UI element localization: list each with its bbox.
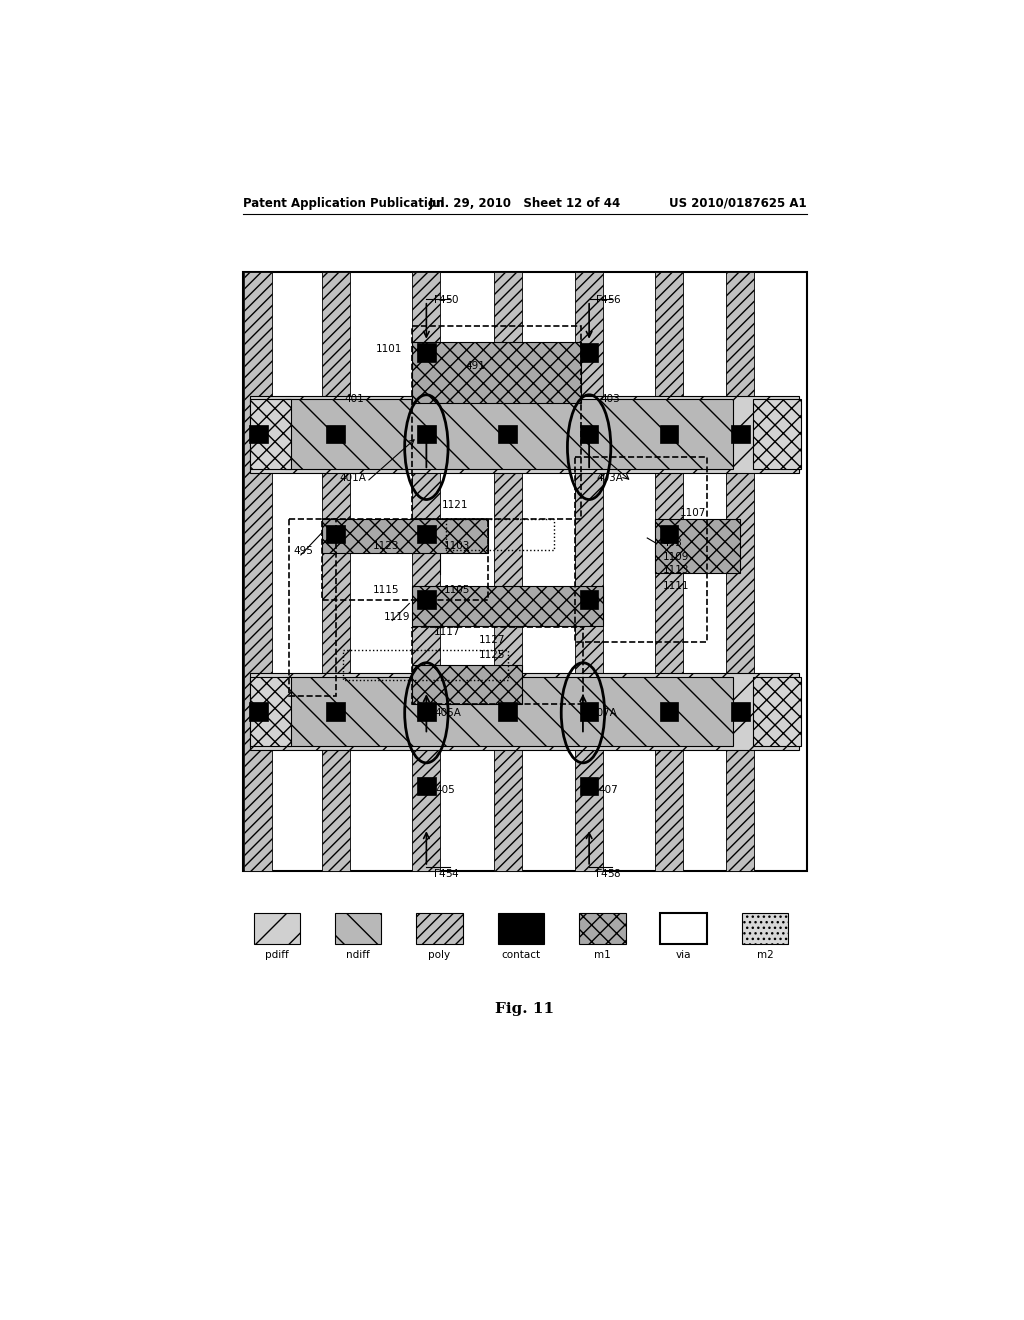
Bar — [417, 776, 435, 795]
Bar — [417, 590, 435, 609]
Bar — [575, 457, 707, 642]
Bar — [417, 343, 435, 362]
Text: m2: m2 — [757, 949, 773, 960]
Text: 1115: 1115 — [373, 585, 399, 594]
Text: 403A: 403A — [597, 473, 624, 483]
Bar — [580, 343, 598, 362]
Text: 405A: 405A — [434, 708, 461, 718]
Text: 401A: 401A — [340, 473, 367, 483]
Text: Fig. 11: Fig. 11 — [496, 1002, 554, 1016]
Bar — [251, 396, 799, 473]
Bar — [322, 272, 349, 871]
Text: 1107: 1107 — [680, 508, 707, 517]
Text: contact: contact — [502, 949, 541, 960]
Bar — [327, 525, 345, 544]
Bar — [327, 702, 345, 721]
Text: 1101: 1101 — [376, 345, 402, 354]
Bar — [254, 913, 300, 944]
Text: 1105: 1105 — [443, 585, 470, 594]
Bar — [243, 272, 807, 871]
Bar — [413, 272, 440, 871]
Text: $\Gamma$458: $\Gamma$458 — [595, 867, 623, 879]
Bar — [580, 590, 598, 609]
Bar — [413, 342, 582, 404]
Bar — [413, 326, 582, 519]
Text: 1121: 1121 — [442, 500, 468, 510]
Text: 1127: 1127 — [479, 635, 506, 644]
Bar — [249, 702, 267, 721]
Text: 1111: 1111 — [663, 581, 689, 591]
Bar — [660, 913, 707, 944]
Bar — [580, 702, 598, 721]
Bar — [753, 677, 801, 746]
Text: 1123: 1123 — [373, 541, 399, 550]
Bar — [322, 519, 488, 599]
Text: poly: poly — [428, 949, 451, 960]
Bar — [753, 400, 801, 469]
Bar — [659, 425, 678, 444]
Bar — [245, 272, 272, 871]
Bar — [575, 272, 603, 871]
Bar — [659, 702, 678, 721]
Text: 1113: 1113 — [663, 565, 689, 576]
Text: Jul. 29, 2010   Sheet 12 of 44: Jul. 29, 2010 Sheet 12 of 44 — [429, 197, 621, 210]
Text: 403: 403 — [600, 393, 620, 404]
Bar — [251, 400, 291, 469]
Text: $\Gamma$456: $\Gamma$456 — [595, 293, 623, 305]
Text: pdiff: pdiff — [265, 949, 289, 960]
Bar — [286, 400, 733, 469]
Bar — [741, 913, 788, 944]
Bar — [251, 677, 291, 746]
Bar — [249, 425, 267, 444]
Text: via: via — [676, 949, 691, 960]
Bar — [579, 913, 626, 944]
Text: 401: 401 — [345, 393, 365, 404]
Bar — [417, 525, 435, 544]
Bar — [659, 525, 678, 544]
Bar — [413, 627, 583, 704]
Text: $\Gamma$454: $\Gamma$454 — [432, 867, 460, 879]
Bar — [580, 425, 598, 444]
Text: 1119: 1119 — [384, 611, 411, 622]
Bar — [494, 272, 521, 871]
Bar — [251, 673, 799, 750]
Bar — [499, 702, 517, 721]
Text: m1: m1 — [594, 949, 610, 960]
Text: 493: 493 — [663, 539, 683, 548]
Text: 491: 491 — [465, 362, 485, 371]
Bar — [580, 776, 598, 795]
Bar — [322, 519, 488, 553]
Bar — [499, 425, 517, 444]
Text: 495: 495 — [293, 546, 313, 556]
Bar — [731, 425, 750, 444]
Text: ndiff: ndiff — [346, 949, 370, 960]
Text: US 2010/0187625 A1: US 2010/0187625 A1 — [670, 197, 807, 210]
Bar — [655, 519, 740, 573]
Bar — [413, 586, 603, 626]
Text: 1109: 1109 — [663, 552, 689, 562]
Bar — [655, 272, 683, 871]
Bar — [445, 519, 554, 549]
Text: 407A: 407A — [591, 708, 617, 718]
Bar — [731, 702, 750, 721]
Bar — [335, 913, 381, 944]
Text: Patent Application Publication: Patent Application Publication — [243, 197, 444, 210]
Bar — [413, 665, 521, 704]
Bar — [726, 272, 755, 871]
Bar — [343, 649, 508, 681]
Text: 1103: 1103 — [443, 541, 470, 550]
Text: $\Gamma$450: $\Gamma$450 — [432, 293, 460, 305]
Bar — [417, 702, 435, 721]
Text: 407: 407 — [598, 785, 618, 795]
Bar — [327, 425, 345, 444]
Text: 1117: 1117 — [434, 627, 461, 638]
Bar — [498, 913, 544, 944]
Bar — [417, 913, 463, 944]
Bar — [286, 677, 733, 746]
Text: 405: 405 — [435, 785, 456, 795]
Bar — [417, 425, 435, 444]
Bar — [289, 519, 336, 696]
Text: 1125: 1125 — [479, 649, 506, 660]
